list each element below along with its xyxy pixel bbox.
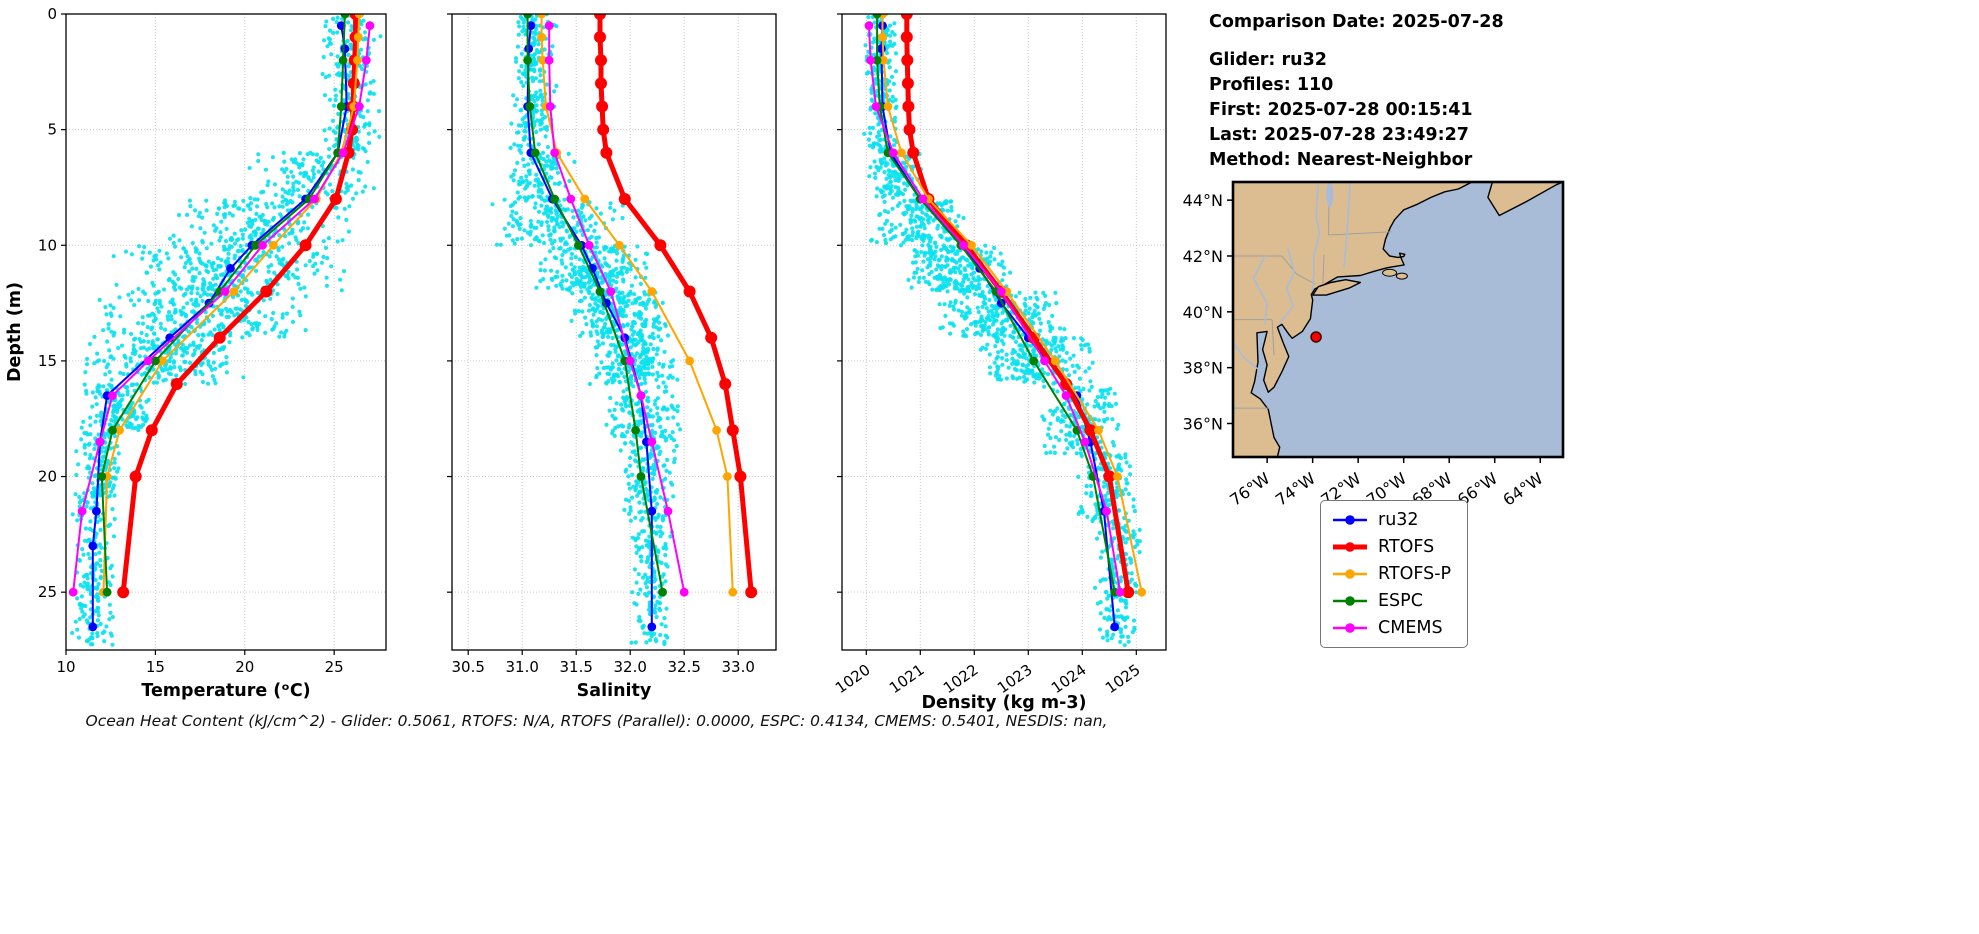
island	[1382, 268, 1398, 277]
x-tick-label: 1020	[832, 661, 874, 698]
x-tick-label: 31.5	[559, 658, 592, 676]
last-profile-time: Last: 2025-07-28 23:49:27	[1209, 125, 1469, 145]
land-nova-scotia	[1487, 182, 1563, 217]
xaxis-label-salinity: Salinity	[577, 681, 652, 701]
legend-label: RTOFS	[1378, 537, 1435, 557]
legend-line-sample	[1333, 542, 1367, 552]
series-RTOFS	[594, 14, 758, 599]
region-map: 44°N42°N40°N38°N36°N76°W74°W72°W70°W68°W…	[1183, 180, 1565, 510]
comparison-method: Method: Nearest-Neighbor	[1209, 150, 1473, 170]
y-tick-label: 15	[38, 352, 57, 370]
legend-label: ru32	[1378, 510, 1419, 530]
legend-line-sample	[1333, 569, 1367, 579]
x-tick-label: 20	[235, 658, 254, 676]
legend-line-sample	[1333, 596, 1367, 606]
lat-tick-label: 36°N	[1183, 414, 1223, 433]
legend-label: CMEMS	[1378, 618, 1443, 638]
xaxis-label-density: Density (kg m-3)	[921, 693, 1086, 713]
glider-observations-salinity	[490, 14, 683, 647]
x-tick-label: 15	[146, 658, 165, 676]
x-tick-label: 32.0	[613, 658, 646, 676]
lon-tick-label: 64°W	[1499, 469, 1546, 510]
series-CMEMS	[68, 21, 375, 597]
y-tick-label: 20	[38, 468, 57, 486]
y-tick-label: 5	[47, 121, 57, 139]
legend-line-sample	[1333, 623, 1367, 633]
profiles-count: Profiles: 110	[1209, 75, 1334, 95]
glider-name: Glider: ru32	[1209, 50, 1327, 70]
river	[1343, 182, 1351, 269]
axes-frame	[451, 13, 777, 651]
ohc-caption: Ocean Heat Content (kJ/cm^2) - Glider: 0…	[85, 712, 1108, 730]
panel-salinity: 30.5 31.0 31.5 32.0 32.5 33.0 Salinity	[447, 13, 777, 701]
lat-tick-label: 44°N	[1183, 191, 1223, 210]
x-tick-label: 25	[325, 658, 344, 676]
land-long-island	[1311, 278, 1362, 296]
river	[1279, 247, 1296, 324]
x-tick-label: 32.5	[667, 658, 700, 676]
first-profile-time: First: 2025-07-28 00:15:41	[1209, 100, 1473, 120]
profiles-figure: 10 15 20 25 0 5 10 15 20 25 Temperature (ᵒC) 30.5 31…	[5, 5, 1167, 713]
legend-item-cmems: CMEMS	[1331, 618, 1451, 638]
island	[1395, 272, 1408, 280]
lat-tick-label: 38°N	[1183, 359, 1223, 378]
comparison-date: Comparison Date: 2025-07-28	[1209, 12, 1504, 32]
legend-label: ESPC	[1378, 591, 1423, 611]
axes-frame	[841, 13, 1167, 651]
series-RTOFS	[117, 14, 362, 599]
legend-item-espc: ESPC	[1331, 591, 1451, 611]
x-tick-label: 1023	[994, 661, 1036, 698]
river	[1311, 182, 1321, 291]
legend-item-rtofs: RTOFS	[1331, 537, 1451, 557]
xaxis-label-temperature: Temperature (ᵒC)	[141, 681, 310, 701]
yaxis-label: Depth (m)	[5, 282, 25, 382]
axes-frame	[65, 13, 387, 651]
series-ESPC	[523, 14, 667, 597]
x-tick-label: 30.5	[451, 658, 484, 676]
lon-tick-label: 74°W	[1272, 469, 1319, 510]
x-tick-label: 1025	[1102, 661, 1144, 698]
series-RTOFS-P	[99, 14, 364, 597]
river	[1233, 342, 1259, 370]
lat-tick-label: 42°N	[1183, 247, 1223, 266]
state-border	[1322, 254, 1325, 284]
y-tick-label: 25	[38, 583, 57, 601]
y-tick-label: 10	[38, 236, 57, 254]
x-tick-label: 10	[56, 658, 75, 676]
series-CMEMS	[544, 21, 689, 597]
panel-density: 1020 1021 1022 1023 1024 1025 Density (kg m-3)	[832, 13, 1167, 713]
legend-label: RTOFS-P	[1378, 564, 1452, 584]
x-tick-label: 1024	[1048, 661, 1090, 698]
lake	[1326, 182, 1334, 208]
river	[1252, 255, 1268, 325]
state-border	[1271, 319, 1275, 356]
legend-item-rtofs-p: RTOFS-P	[1331, 564, 1451, 584]
x-tick-label: 33.0	[721, 658, 754, 676]
lon-tick-label: 76°W	[1226, 469, 1273, 510]
glider-location-marker	[1310, 331, 1322, 343]
info-panel: Comparison Date: 2025-07-28 Glider: ru32…	[1209, 10, 1504, 173]
panel-temperature: 10 15 20 25 0 5 10 15 20 25 Temperature (ᵒC)	[38, 5, 387, 701]
y-tick-label: 0	[47, 5, 57, 23]
legend-line-sample	[1333, 515, 1367, 525]
state-border	[1281, 255, 1316, 285]
x-tick-label: 31.0	[505, 658, 538, 676]
lat-tick-label: 40°N	[1183, 303, 1223, 322]
x-tick-label: 1022	[940, 661, 982, 698]
state-border	[1328, 231, 1393, 236]
series-ESPC	[97, 14, 350, 597]
info-spacer	[1209, 35, 1504, 48]
series-RTOFS-P	[878, 14, 1147, 597]
map-frame	[1231, 180, 1565, 459]
x-tick-label: 1021	[886, 661, 928, 698]
series-CMEMS	[864, 21, 1125, 597]
series-RTOFS-P	[537, 14, 738, 597]
legend-item-ru32: ru32	[1331, 510, 1451, 530]
model-legend: ru32 RTOFS RTOFS-P ESPC CMEMS	[1320, 500, 1469, 648]
